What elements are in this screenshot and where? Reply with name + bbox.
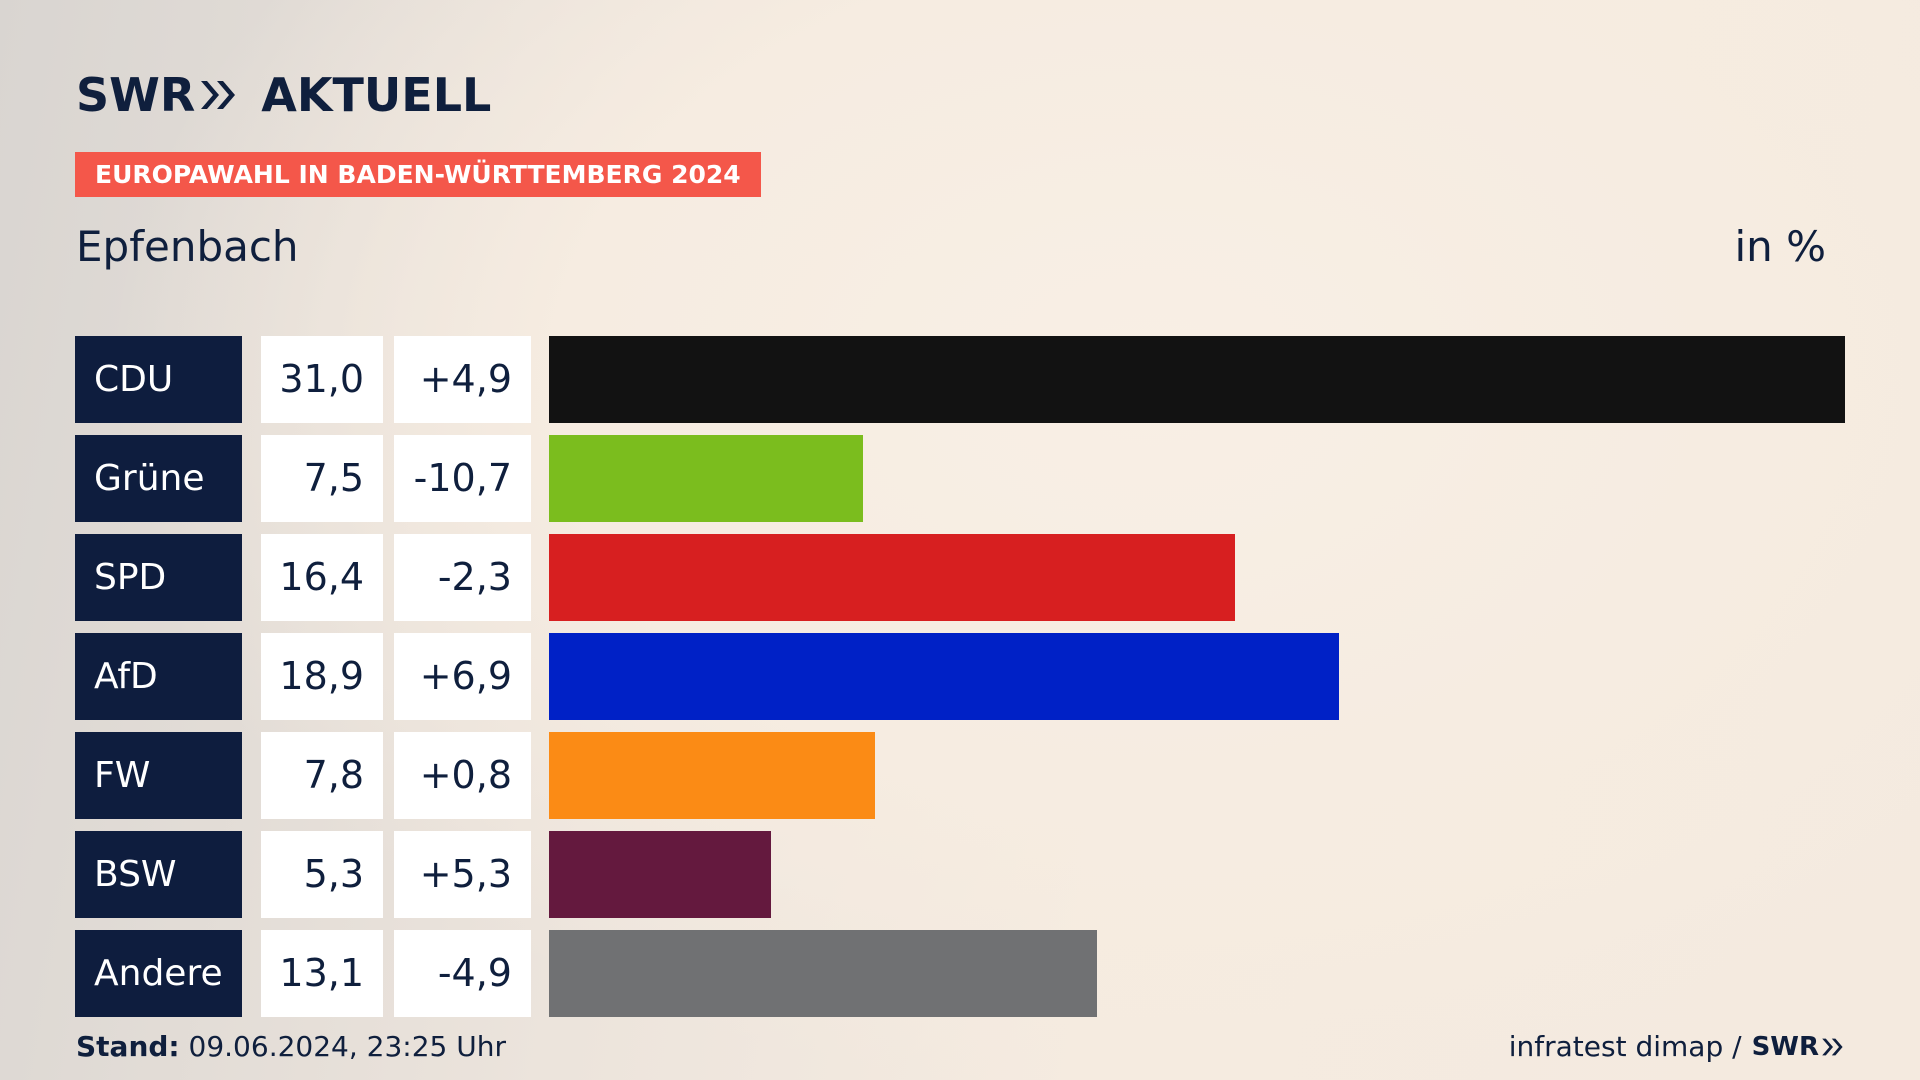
unit-label: in % xyxy=(1734,222,1826,271)
swr-logo: SWR xyxy=(76,68,239,122)
change-value: +4,9 xyxy=(394,336,531,423)
vote-share-value: 31,0 xyxy=(261,336,383,423)
swr-small-logo-text: SWR xyxy=(1751,1031,1819,1062)
vote-share-value: 13,1 xyxy=(261,930,383,1017)
party-label: BSW xyxy=(75,831,242,918)
result-row: AfD 18,9 +6,9 xyxy=(75,633,1845,720)
party-label: FW xyxy=(75,732,242,819)
party-label: AfD xyxy=(75,633,242,720)
stand-value: 09.06.2024, 23:25 Uhr xyxy=(188,1030,506,1063)
vote-share-value: 18,9 xyxy=(261,633,383,720)
vote-share-value: 7,8 xyxy=(261,732,383,819)
result-bar xyxy=(549,336,1845,423)
timestamp: Stand: 09.06.2024, 23:25 Uhr xyxy=(76,1030,506,1063)
swr-small-logo: SWR xyxy=(1752,1032,1845,1062)
swr-aktuell-logo: SWR AKTUELL xyxy=(76,68,491,122)
aktuell-logo-text: AKTUELL xyxy=(261,68,492,122)
party-label: SPD xyxy=(75,534,242,621)
change-value: +6,9 xyxy=(394,633,531,720)
source-credit: infratest dimap / SWR xyxy=(1509,1030,1845,1063)
party-label: Andere xyxy=(75,930,242,1017)
source-text: infratest dimap / xyxy=(1508,1030,1742,1063)
result-bar xyxy=(549,534,1235,621)
change-value: -4,9 xyxy=(394,930,531,1017)
chart-title: Epfenbach xyxy=(76,222,299,271)
double-chevron-small-icon xyxy=(1822,1038,1843,1055)
party-label: CDU xyxy=(75,336,242,423)
party-label: Grüne xyxy=(75,435,242,522)
result-row: FW 7,8 +0,8 xyxy=(75,732,1845,819)
swr-logo-text: SWR xyxy=(76,68,196,122)
vote-share-value: 7,5 xyxy=(261,435,383,522)
vote-share-value: 5,3 xyxy=(261,831,383,918)
result-row: BSW 5,3 +5,3 xyxy=(75,831,1845,918)
vote-share-value: 16,4 xyxy=(261,534,383,621)
change-value: +5,3 xyxy=(394,831,531,918)
change-value: -2,3 xyxy=(394,534,531,621)
double-chevron-icon xyxy=(201,81,236,109)
election-banner: EUROPAWAHL IN BADEN-WÜRTTEMBERG 2024 xyxy=(75,152,761,197)
change-value: +0,8 xyxy=(394,732,531,819)
result-row: Grüne 7,5 -10,7 xyxy=(75,435,1845,522)
result-bar xyxy=(549,435,863,522)
result-bar xyxy=(549,633,1339,720)
result-bar xyxy=(549,930,1097,1017)
result-row: Andere 13,1 -4,9 xyxy=(75,930,1845,1017)
result-bar xyxy=(549,831,771,918)
result-row: SPD 16,4 -2,3 xyxy=(75,534,1845,621)
result-bar xyxy=(549,732,875,819)
stand-label: Stand: xyxy=(76,1030,180,1063)
result-row: CDU 31,0 +4,9 xyxy=(75,336,1845,423)
change-value: -10,7 xyxy=(394,435,531,522)
